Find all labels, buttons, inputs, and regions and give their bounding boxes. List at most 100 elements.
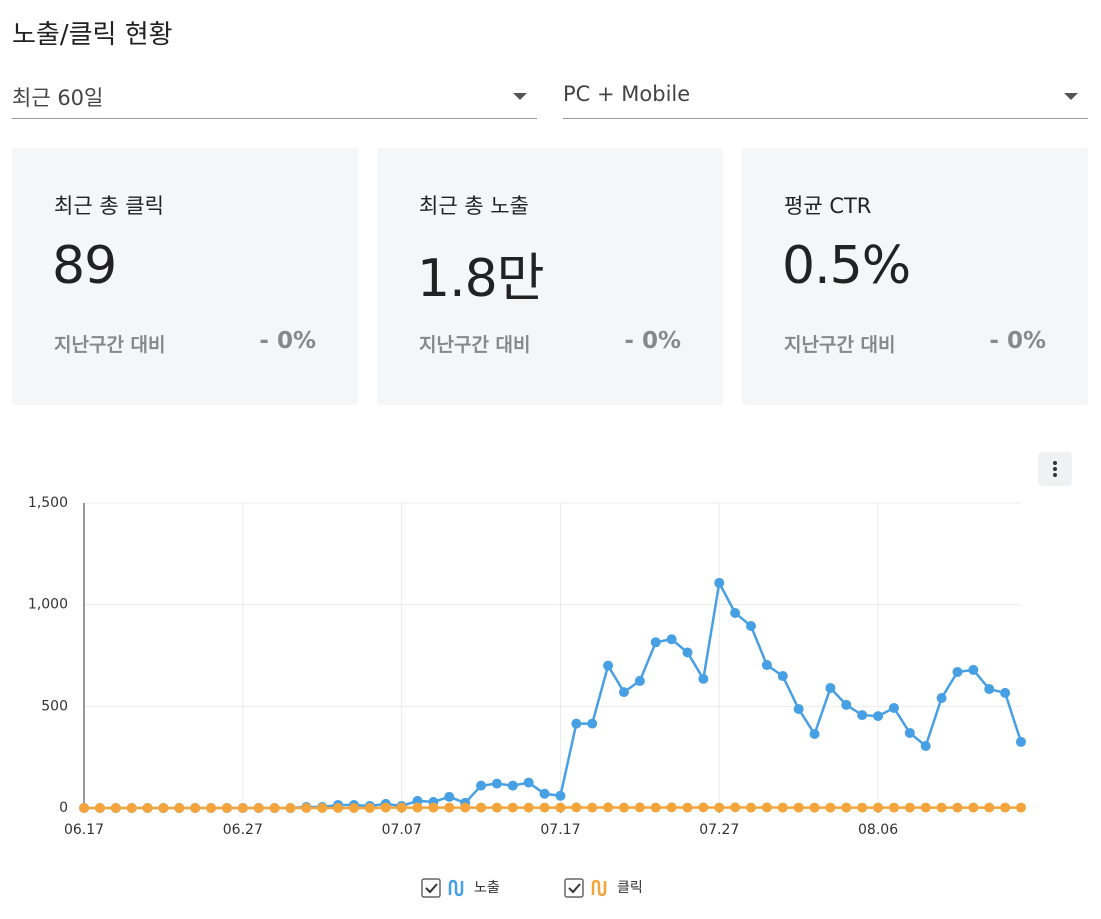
data-point <box>539 788 550 799</box>
data-point <box>364 803 375 813</box>
data-point <box>571 718 582 729</box>
compare-label: 지난구간 대비 <box>419 334 531 356</box>
data-point <box>857 710 868 721</box>
data-point <box>126 803 137 813</box>
data-point <box>920 740 931 751</box>
data-point <box>348 803 359 813</box>
x-tick-label: 06.27 <box>223 822 263 838</box>
chart-menu-button[interactable] <box>1038 452 1072 486</box>
data-point <box>666 802 677 813</box>
data-point <box>603 802 614 813</box>
data-point <box>761 802 772 813</box>
x-tick-label: 07.07 <box>382 822 422 838</box>
y-tick-label: 1,500 <box>28 495 68 511</box>
data-point <box>968 802 979 813</box>
data-point <box>650 637 661 648</box>
legend-check <box>425 883 438 894</box>
period-select[interactable]: 최근 60일 <box>12 76 537 119</box>
data-point <box>333 803 344 813</box>
data-point <box>571 802 582 813</box>
card-value: 89 <box>52 236 117 296</box>
data-point <box>825 802 836 813</box>
data-point <box>587 718 598 729</box>
compare-change: - 0% <box>259 328 316 354</box>
data-point <box>94 803 105 813</box>
series-line <box>84 579 1023 810</box>
legend-icon <box>591 879 607 897</box>
data-point <box>317 803 328 813</box>
data-point <box>793 802 804 813</box>
stat-card: 평균 CTR 0.5% 지난구간 대비 - 0% <box>742 148 1088 405</box>
data-point <box>841 802 852 813</box>
card-title: 최근 총 클릭 <box>54 194 164 218</box>
data-point <box>777 802 788 813</box>
data-point <box>1016 802 1026 813</box>
legend-check <box>568 883 581 894</box>
data-point <box>952 666 963 677</box>
data-point <box>603 660 614 671</box>
data-point <box>523 777 534 788</box>
x-tick-label: 08.06 <box>858 822 898 838</box>
data-point <box>221 803 232 813</box>
data-point <box>873 802 884 813</box>
stat-card: 최근 총 클릭 89 지난구간 대비 - 0% <box>12 148 358 405</box>
y-tick-label: 1,000 <box>28 597 68 613</box>
data-point <box>491 778 502 789</box>
data-point <box>237 803 248 813</box>
data-point <box>682 802 693 813</box>
data-point <box>206 803 217 813</box>
x-tick-label: 07.27 <box>699 822 739 838</box>
data-point <box>380 802 391 813</box>
data-point <box>777 671 788 682</box>
card-value: 0.5% <box>782 236 911 296</box>
data-point <box>952 802 963 813</box>
data-point <box>714 802 725 813</box>
data-point <box>825 683 836 694</box>
chart: 0 500 1,000 1,500 06.17 06.27 07.07 07.17 07.27 0… <box>28 495 1026 898</box>
data-point <box>920 802 931 813</box>
legend-label: 노출 <box>474 880 500 896</box>
data-point <box>634 802 645 813</box>
y-tick-label: 500 <box>41 698 68 714</box>
x-tick-label: 06.17 <box>64 822 104 838</box>
data-point <box>730 608 741 619</box>
data-point <box>650 802 661 813</box>
data-point <box>412 802 423 813</box>
data-point <box>873 711 884 722</box>
data-point <box>841 699 852 710</box>
data-point <box>539 802 550 813</box>
data-point <box>904 727 915 738</box>
legend-checkbox[interactable] <box>421 878 441 898</box>
data-point <box>746 802 757 813</box>
page-title: 노출/클릭 현황 <box>12 20 173 50</box>
legend-label: 클릭 <box>617 880 643 896</box>
select-label: PC + Mobile <box>563 82 691 106</box>
data-point <box>714 577 725 588</box>
card-title: 최근 총 노출 <box>419 194 529 218</box>
data-point <box>444 791 455 802</box>
data-point <box>396 802 407 813</box>
data-point <box>1000 802 1011 813</box>
legend-checkbox[interactable] <box>564 878 584 898</box>
data-point <box>269 803 280 813</box>
y-tick-label: 0 <box>59 800 68 816</box>
data-point <box>460 802 471 813</box>
data-point <box>142 803 153 813</box>
data-point <box>507 780 518 791</box>
device-select[interactable]: PC + Mobile <box>563 76 1088 119</box>
legend-icon <box>448 879 464 897</box>
data-point <box>428 802 439 813</box>
data-point <box>888 802 899 813</box>
data-point <box>1016 736 1026 747</box>
data-point <box>523 802 534 813</box>
data-point <box>634 675 645 686</box>
data-point <box>476 780 487 791</box>
data-point <box>253 803 264 813</box>
dropdown-arrow <box>513 93 527 100</box>
data-point <box>555 790 566 801</box>
data-point <box>79 803 89 813</box>
compare-change: - 0% <box>989 328 1046 354</box>
data-point <box>904 802 915 813</box>
data-point <box>618 687 629 698</box>
